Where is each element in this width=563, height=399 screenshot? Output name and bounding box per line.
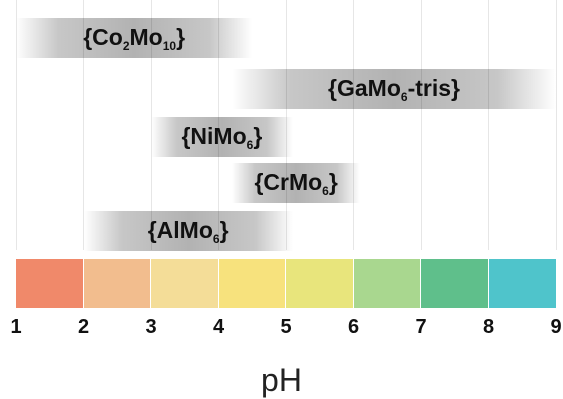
ph-color-segment — [488, 259, 556, 308]
stability-range-bar: {CrMo6} — [232, 163, 361, 203]
grid-line — [353, 0, 354, 250]
ph-color-segment — [83, 259, 150, 308]
stability-range-bar: {Co2Mo10} — [16, 18, 253, 58]
ph-color-segment — [353, 259, 420, 308]
x-tick-label: 3 — [145, 316, 157, 338]
stability-range-bar: {GaMo6-tris} — [232, 69, 556, 109]
x-tick-label: 1 — [10, 316, 22, 338]
x-tick-label: 7 — [415, 316, 427, 338]
ph-color-segment — [151, 259, 218, 308]
stability-range-bar: {AlMo6} — [83, 211, 293, 251]
range-label: {CrMo6} — [254, 168, 338, 198]
x-tick-label: 6 — [347, 316, 360, 338]
ph-color-segment — [16, 259, 83, 308]
grid-line — [285, 0, 287, 250]
grid-line — [218, 0, 219, 250]
range-label: {AlMo6} — [147, 216, 229, 246]
x-tick-label: 8 — [482, 316, 495, 338]
range-label: {GaMo6-tris} — [328, 74, 460, 104]
grid-line — [488, 0, 489, 250]
x-tick-label: 2 — [77, 316, 90, 338]
x-tick-label: 9 — [550, 316, 562, 338]
ph-color-segment — [218, 259, 285, 308]
x-axis-label: pH — [261, 362, 302, 398]
grid-line — [15, 0, 17, 250]
grid-line — [420, 0, 422, 250]
range-label: {Co2Mo10} — [83, 23, 186, 53]
stability-range-bar: {NiMo6} — [151, 117, 293, 157]
ph-color-segment — [286, 259, 353, 308]
ph-color-segment — [421, 259, 488, 308]
grid-line — [83, 0, 84, 250]
x-tick-label: 4 — [212, 316, 225, 338]
grid-line — [555, 0, 557, 250]
range-label: {NiMo6} — [181, 122, 263, 152]
grid-line — [150, 0, 152, 250]
x-tick-label: 5 — [280, 316, 292, 338]
